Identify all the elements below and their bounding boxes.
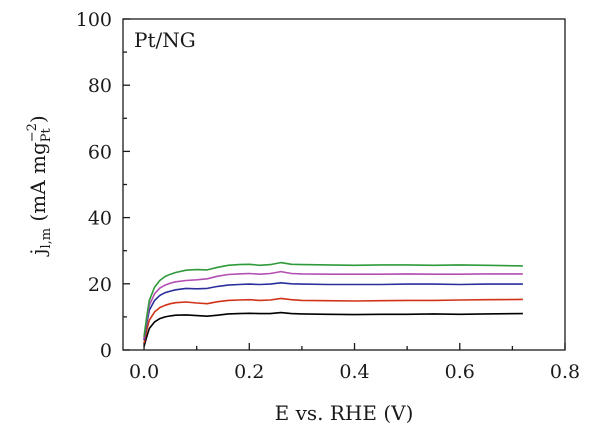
series-line-3 [143, 281, 523, 341]
x-tick-label: 0.6 [445, 361, 475, 383]
series-layer [143, 261, 523, 347]
chart-annotation: Pt/NG [134, 28, 196, 52]
y-axis-label-unit-open: (mA mg [26, 142, 50, 228]
y-axis-label-unit-sub: Pt [39, 127, 54, 142]
series-line-1 [143, 311, 523, 347]
y-tick-label: 40 [88, 208, 112, 230]
x-tick-label: 0.8 [550, 361, 580, 383]
y-axis-label-main: j [26, 249, 50, 257]
y-tick-label: 20 [88, 274, 112, 296]
series-line-5 [143, 261, 523, 337]
x-tick-label: 0.0 [129, 361, 159, 383]
y-tick-label: 80 [88, 75, 112, 97]
y-tick-label: 100 [76, 9, 112, 31]
series-line-4 [143, 270, 523, 339]
x-tick-label: 0.2 [234, 361, 264, 383]
y-axis-label-unit-close: ) [26, 115, 50, 123]
y-axis-label-unit-sup: −2 [25, 123, 40, 142]
y-tick-label: 0 [100, 340, 112, 362]
ticks-layer: 0.0 0.2 0.4 0.6 0.8 0 20 40 60 80 100 [76, 9, 580, 383]
y-tick-label: 60 [88, 141, 112, 163]
x-axis-label: E vs. RHE (V) [275, 401, 414, 425]
series-line-2 [143, 297, 523, 344]
y-axis-label-sub: l,m [39, 228, 54, 249]
y-axis-label: jl,m (mA mgPt−2) [25, 115, 54, 257]
x-tick-label: 0.4 [339, 361, 369, 383]
